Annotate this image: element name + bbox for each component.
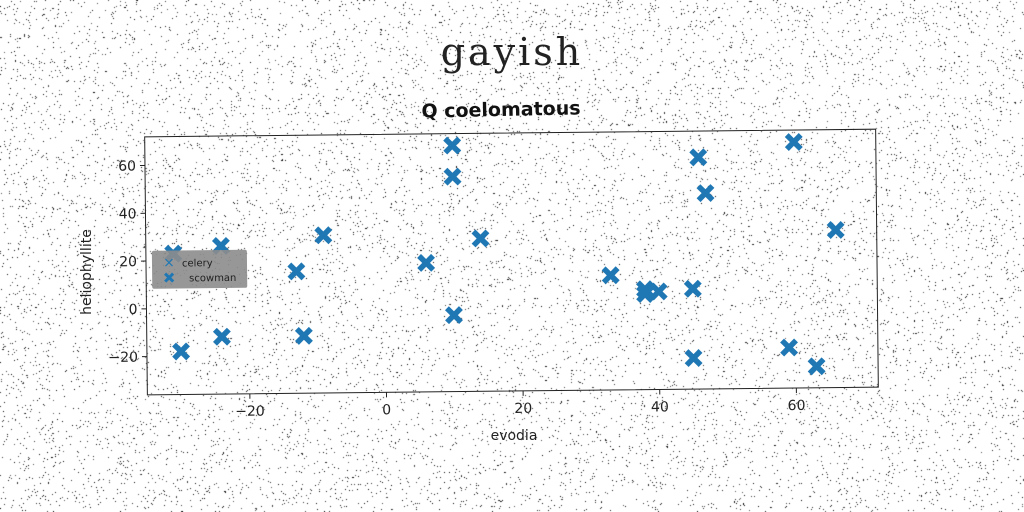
data-point	[807, 357, 826, 376]
legend-marker	[165, 258, 173, 267]
y-axis-label: heliophyllite	[79, 229, 95, 315]
y-tick-label: −20	[108, 350, 138, 366]
x-tick-label: 40	[651, 399, 669, 415]
data-point	[443, 167, 462, 186]
data-point	[294, 326, 313, 345]
plot-frame	[144, 128, 879, 396]
data-point	[780, 338, 799, 357]
data-point	[696, 184, 715, 203]
data-point	[689, 148, 708, 167]
legend-label: celery	[182, 258, 213, 269]
y-tick-label: 20	[119, 254, 137, 270]
data-point	[443, 136, 462, 155]
chart-title: Q coelomatous	[421, 97, 581, 122]
x-tick-label: 20	[514, 401, 532, 417]
legend-marker	[164, 272, 175, 283]
data-point	[784, 132, 803, 151]
x-axis-label: evodia	[491, 428, 538, 444]
data-point	[444, 306, 463, 325]
legend-item: scowman	[164, 272, 236, 284]
data-point	[601, 266, 620, 285]
data-point	[172, 342, 191, 361]
y-tick-label: 0	[128, 302, 137, 318]
plot-area	[164, 132, 845, 376]
data-point	[471, 229, 490, 248]
y-tick-label: 60	[118, 159, 136, 175]
data-point	[287, 262, 306, 281]
data-point	[417, 253, 436, 272]
data-point	[826, 220, 845, 239]
legend: celery scowman	[151, 249, 248, 289]
data-point	[212, 327, 231, 346]
x-tick-label: 0	[382, 402, 391, 418]
legend-box	[151, 249, 248, 289]
data-point	[649, 282, 668, 301]
legend-item: celery	[165, 258, 213, 269]
figure-title: gayish	[440, 30, 584, 74]
axis-ticks: −20 0 20 40 60 −20 0 20 40 60	[108, 159, 806, 420]
y-tick-label: 40	[119, 206, 137, 222]
data-point	[636, 280, 655, 299]
x-tick-label: 60	[788, 398, 806, 414]
x-tick-label: −20	[235, 404, 265, 420]
data-point	[314, 226, 333, 245]
data-point	[684, 349, 703, 368]
data-point	[683, 279, 702, 298]
data-point	[636, 285, 655, 304]
legend-label: scowman	[189, 273, 236, 284]
